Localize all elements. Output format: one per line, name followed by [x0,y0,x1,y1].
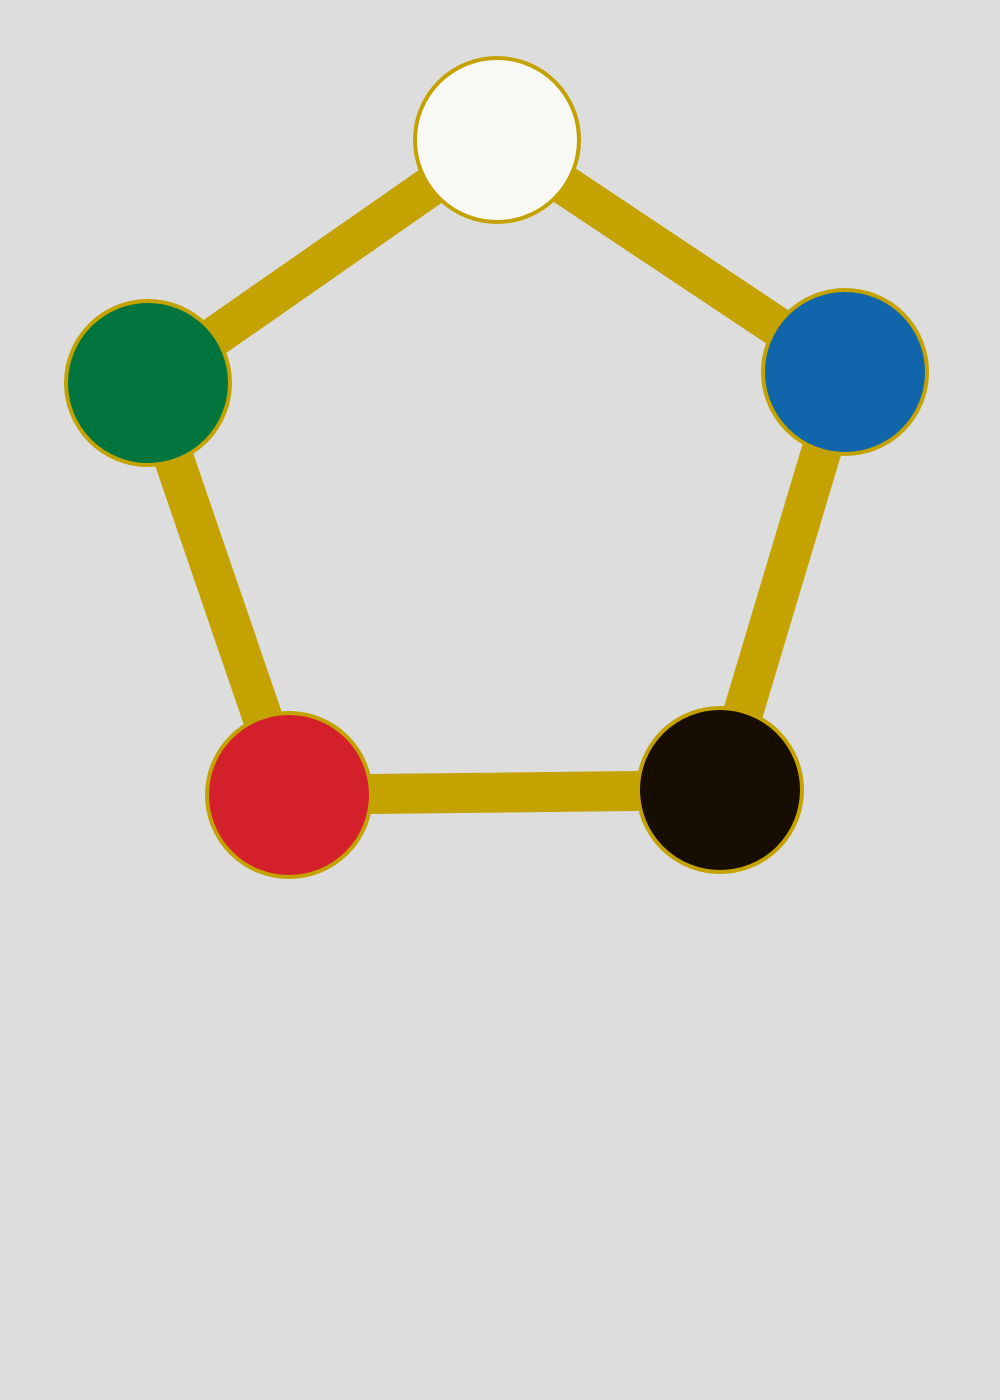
nodes-layer [64,56,929,879]
node-green [64,299,232,467]
node-red [205,711,373,879]
node-white [413,56,581,224]
node-black [636,706,804,874]
node-blue [761,288,929,456]
